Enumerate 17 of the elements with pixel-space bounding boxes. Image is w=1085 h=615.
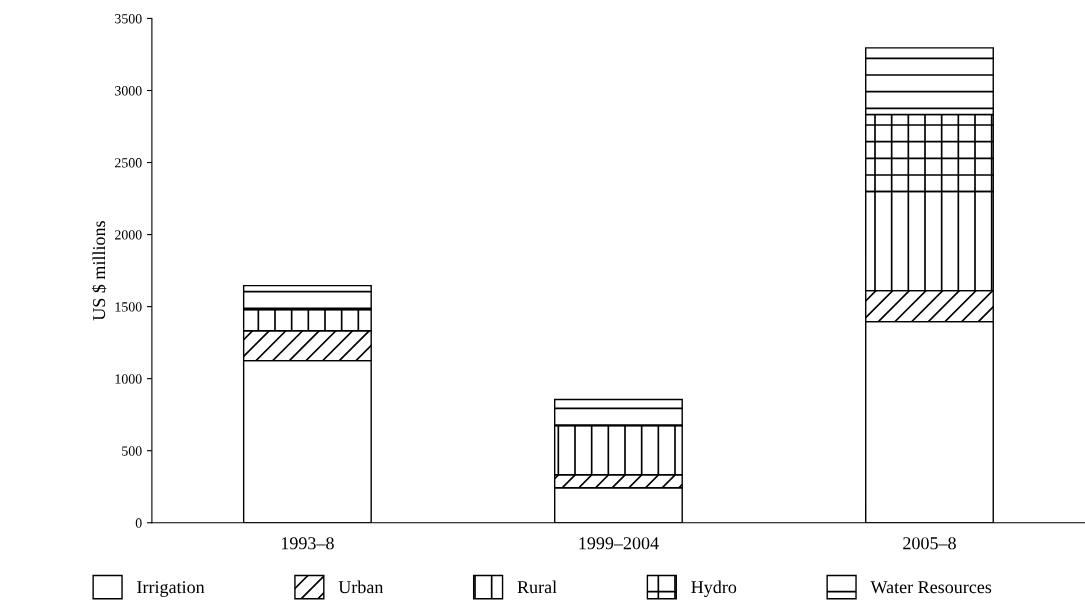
- y-tick-label: 500: [122, 446, 142, 456]
- y-tick-label: 2000: [115, 230, 142, 240]
- x-tick-label: 2005–8: [903, 537, 956, 550]
- legend-label: Water Resources: [870, 581, 992, 594]
- x-tick-label: 1999–2004: [579, 537, 659, 550]
- y-tick-label: 3500: [115, 14, 142, 24]
- legend-label: Urban: [338, 580, 384, 594]
- x-tick-label: 1993–8: [281, 537, 334, 550]
- legend-label: Rural: [517, 580, 557, 594]
- y-axis-title: US $ millions: [91, 221, 107, 321]
- legend-label: Irrigation: [137, 581, 205, 597]
- y-tick-label: 0: [135, 518, 142, 528]
- legend-label: Hydro: [691, 580, 737, 597]
- y-tick-label: 3000: [115, 86, 142, 96]
- y-tick-label: 2500: [115, 158, 142, 168]
- y-tick-label: 1000: [115, 374, 142, 384]
- y-tick-label: 1500: [115, 302, 142, 312]
